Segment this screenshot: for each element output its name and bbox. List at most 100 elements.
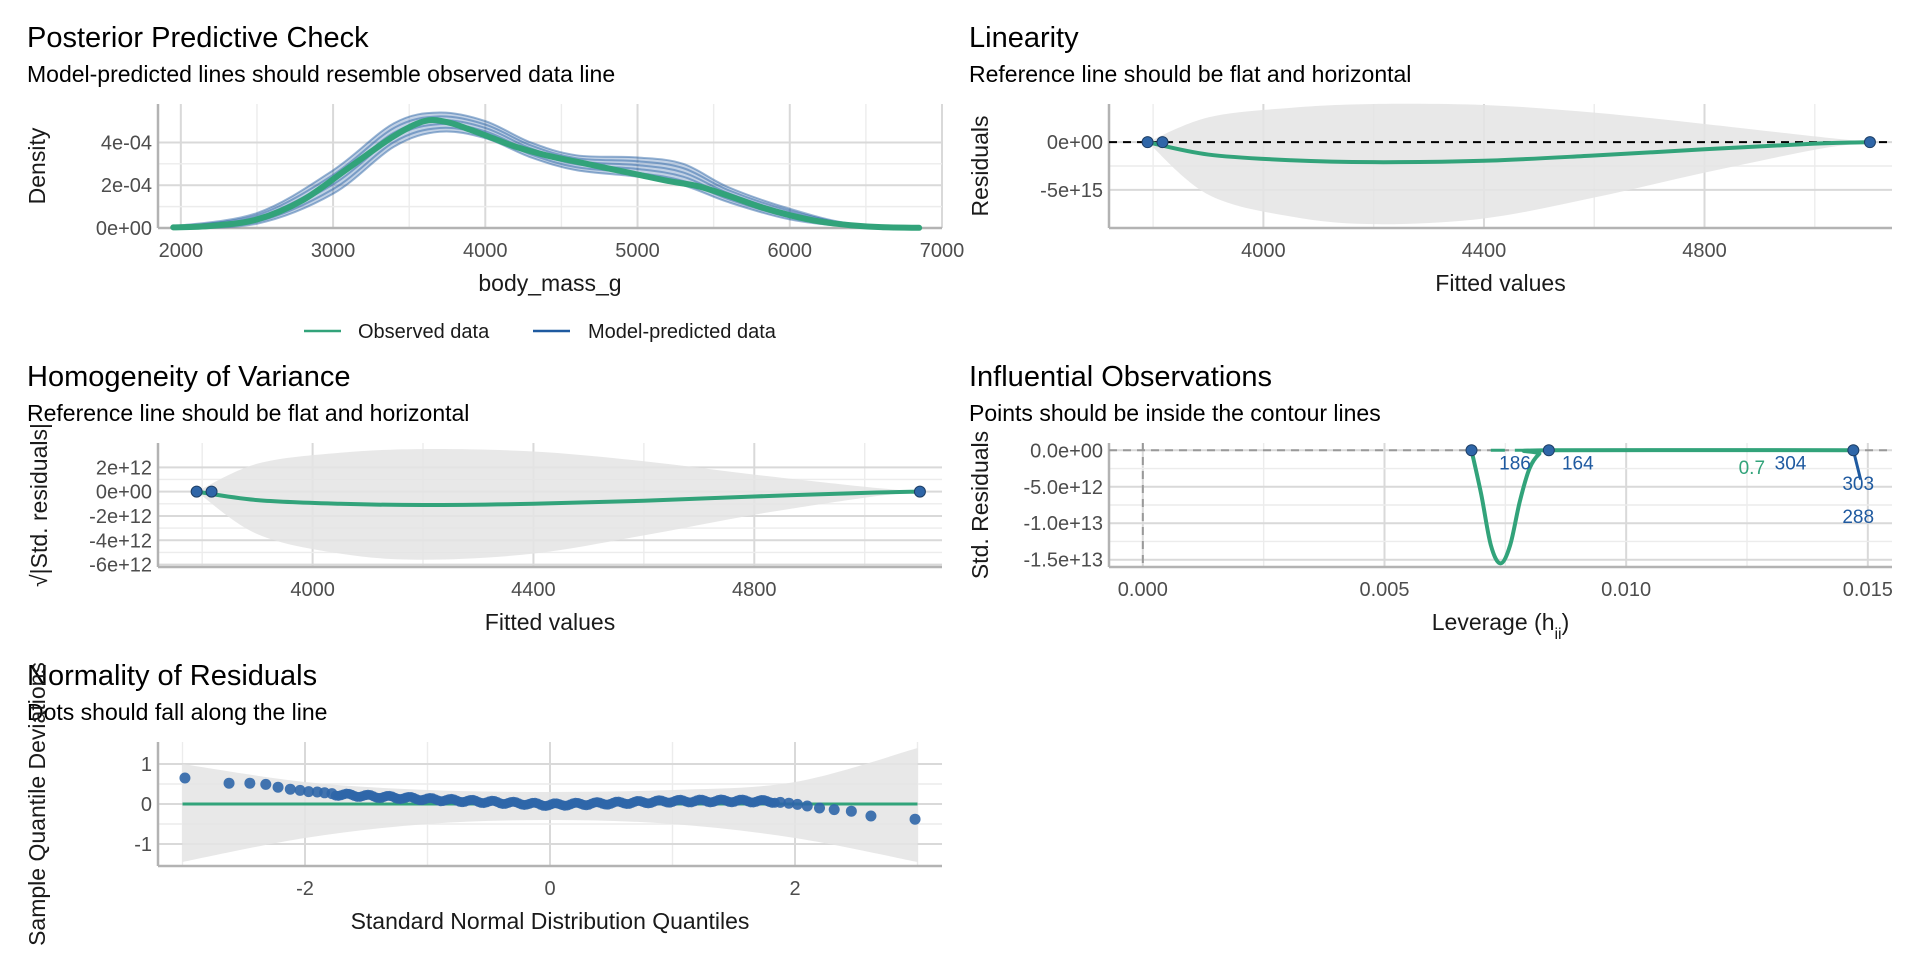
normality-point: [473, 796, 484, 807]
normality-point: [632, 795, 643, 806]
normality-title: Normality of Residuals: [27, 660, 318, 692]
normality-point: [742, 796, 753, 807]
normality-point: [554, 799, 565, 810]
normality-point: [764, 797, 775, 808]
normality-point: [433, 795, 444, 806]
normality-point: [333, 790, 344, 801]
normality-point: [689, 796, 700, 807]
legend-predicted-label: Model-predicted data: [588, 321, 777, 343]
homogeneity-point: [205, 485, 218, 498]
normality-point: [403, 791, 414, 802]
normality-point: [223, 777, 235, 789]
homogeneity-ci-band: [196, 449, 920, 560]
homogeneity-ytick-label: 0e+00: [96, 482, 152, 504]
normality-point: [441, 795, 452, 806]
normality-point: [505, 797, 516, 808]
ppc-predicted-line: [173, 126, 920, 229]
normality-point: [721, 795, 732, 806]
influential-label-connector: [1851, 449, 1863, 480]
normality-point: [659, 796, 670, 807]
normality-point: [387, 791, 398, 802]
normality-point: [446, 793, 457, 804]
normality-point: [586, 798, 597, 809]
homogeneity-xlabel: Fitted values: [485, 609, 615, 635]
normality-point: [651, 795, 662, 806]
normality-point: [360, 790, 371, 801]
normality-point: [745, 797, 756, 808]
normality-point: [791, 798, 803, 810]
normality-point: [435, 796, 446, 807]
homogeneity-xtick-label: 4400: [511, 579, 556, 601]
homogeneity-ytick-label: 2e+12: [96, 457, 152, 479]
homogeneity-xtick-label: 4000: [290, 579, 335, 601]
influential-smooth-line: [1469, 448, 1854, 566]
ppc-title: Posterior Predictive Check: [27, 22, 369, 54]
linearity-ytick-label: 0e+00: [1047, 132, 1103, 154]
normality-point: [481, 797, 492, 808]
normality-point: [476, 797, 487, 808]
normality-point: [408, 792, 419, 803]
normality-point: [602, 799, 613, 810]
normality-point: [678, 795, 689, 806]
influential-xtick-label: 0.015: [1843, 579, 1893, 601]
normality-point: [718, 794, 729, 805]
homogeneity-xtick-label: 4800: [732, 579, 777, 601]
normality-point: [543, 800, 554, 811]
normality-point: [683, 797, 694, 808]
ppc-xtick-label: 6000: [768, 240, 813, 262]
normality-point: [605, 798, 616, 809]
normality-point: [294, 784, 306, 796]
normality-point: [670, 795, 681, 806]
normality-point: [244, 777, 256, 789]
normality-point: [581, 800, 592, 811]
homogeneity-subtitle: Reference line should be flat and horizo…: [27, 400, 470, 426]
normality-point: [341, 788, 352, 799]
normality-point: [737, 794, 748, 805]
normality-point: [368, 791, 379, 802]
ppc-predicted-line: [173, 115, 920, 229]
normality-point: [489, 796, 500, 807]
normality-point: [389, 792, 400, 803]
normality-point: [349, 791, 360, 802]
normality-point: [627, 797, 638, 808]
linearity-ylabel: Residuals: [967, 116, 993, 217]
normality-point: [513, 798, 524, 809]
ppc-ylabel: Density: [24, 127, 50, 204]
ppc-xtick-label: 5000: [615, 240, 660, 262]
normality-point: [608, 797, 619, 808]
influential-ylabel: Std. Residuals: [967, 431, 993, 579]
normality-point: [381, 791, 392, 802]
normality-point: [814, 802, 825, 814]
normality-point: [694, 794, 705, 805]
normality-point: [583, 799, 594, 810]
normality-point: [459, 796, 470, 807]
normality-point: [597, 798, 608, 809]
normality-point: [492, 797, 503, 808]
normality-point: [500, 798, 511, 809]
normality-point: [559, 800, 570, 811]
normality-point: [635, 796, 646, 807]
normality-point: [734, 794, 745, 805]
normality-xtick-label: 2: [789, 878, 800, 900]
normality-point: [468, 794, 479, 805]
ppc-predicted-line: [173, 122, 920, 229]
normality-point: [365, 790, 376, 801]
normality-point: [465, 794, 476, 805]
normality-point: [424, 792, 435, 803]
influential-point-label: 304: [1775, 454, 1807, 475]
normality-point: [680, 796, 691, 807]
normality-point: [565, 799, 576, 810]
ppc-ytick-label: 4e-04: [101, 132, 152, 154]
normality-point: [909, 813, 921, 825]
normality-point: [427, 793, 438, 804]
normality-point: [589, 797, 600, 808]
normality-point: [753, 795, 764, 806]
normality-point: [454, 796, 465, 807]
normality-point: [751, 796, 762, 807]
normality-point: [373, 793, 384, 804]
normality-point: [521, 799, 532, 810]
linearity-xtick-label: 4800: [1682, 240, 1727, 262]
ppc-xtick-label: 3000: [311, 240, 356, 262]
normality-point: [557, 800, 568, 811]
